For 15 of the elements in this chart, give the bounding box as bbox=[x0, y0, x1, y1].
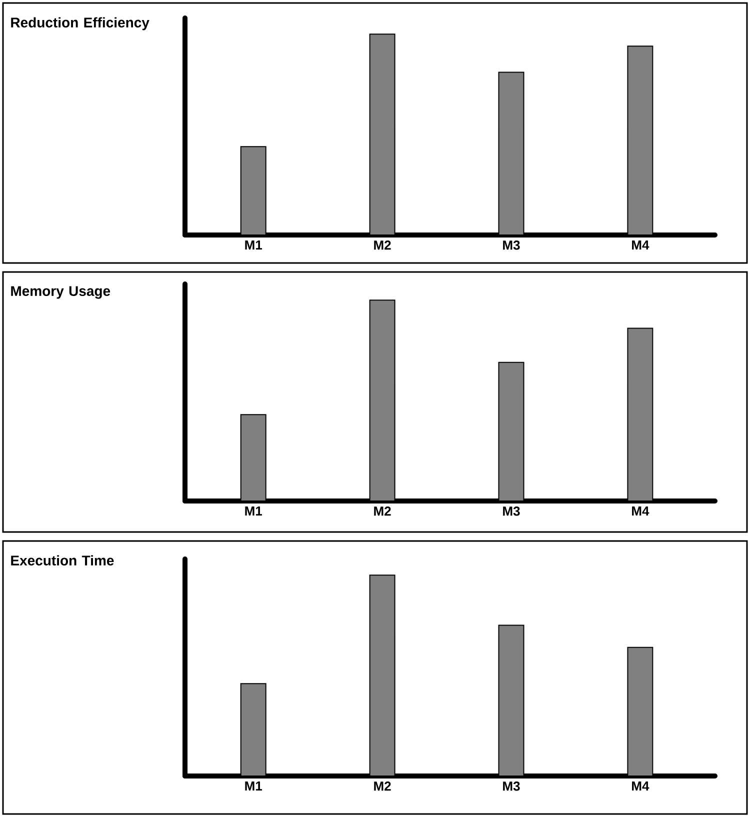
x-tick-label: M4 bbox=[632, 782, 650, 790]
x-tick-label: M1 bbox=[245, 782, 262, 790]
text: Execution Time bbox=[11, 555, 114, 566]
x-tick-label: M3 bbox=[503, 506, 520, 516]
x-tick-label: M4 bbox=[632, 240, 650, 250]
x-tick-label: M3 bbox=[503, 240, 520, 250]
x-tick-label: M1 bbox=[245, 240, 262, 250]
x-tick-label: M3 bbox=[503, 782, 520, 791]
x-tick-label: M2 bbox=[374, 782, 391, 791]
text: Memory Usage bbox=[11, 286, 110, 299]
x-tick-label: M1 bbox=[245, 506, 262, 516]
chart-title: Reduction Efficiency bbox=[11, 17, 150, 30]
x-tick-label: M4 bbox=[632, 506, 650, 516]
x-tick-label: M2 bbox=[374, 240, 391, 250]
x-tick-label: M2 bbox=[374, 506, 391, 516]
